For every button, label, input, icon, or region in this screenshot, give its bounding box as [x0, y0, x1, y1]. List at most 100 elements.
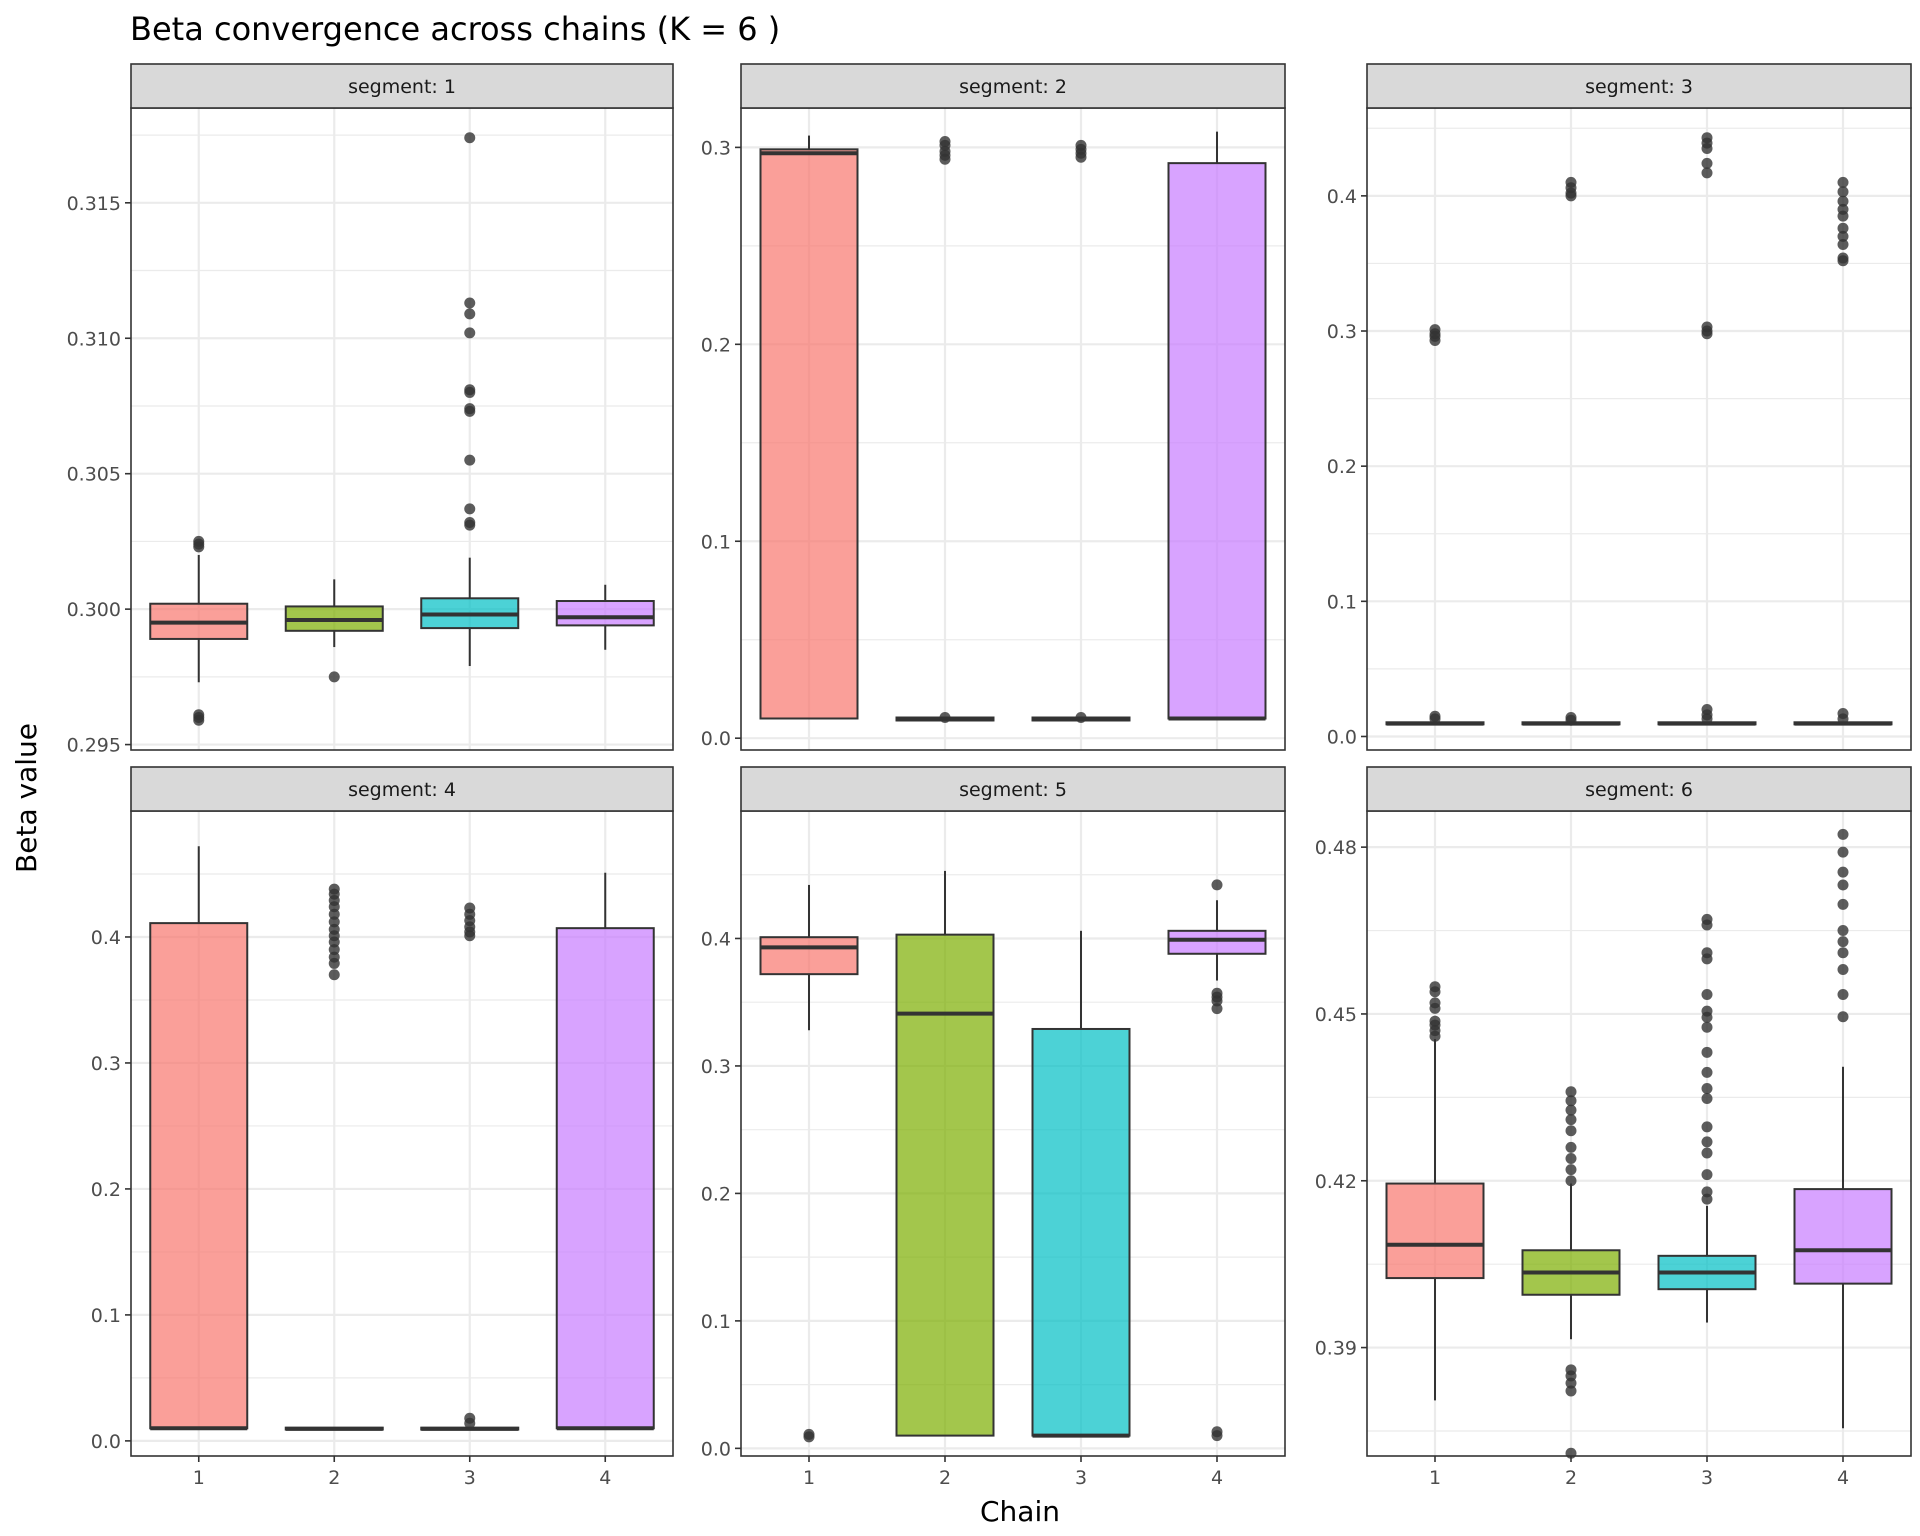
box-chain-2 — [895, 135, 995, 724]
outlier-point — [464, 132, 476, 144]
outlier-point — [1837, 186, 1849, 198]
outlier-point — [1837, 176, 1849, 188]
facet-label: segment: 2 — [959, 76, 1067, 98]
outlier-point — [939, 712, 951, 724]
x-tick-label: 1 — [1429, 1467, 1441, 1489]
outlier-point — [1837, 1011, 1849, 1023]
outlier-point — [1701, 919, 1713, 931]
box-chain-1 — [1385, 324, 1485, 726]
y-tick-label: 0.1 — [701, 531, 731, 553]
outlier-point — [1565, 190, 1577, 202]
box-body — [555, 600, 655, 627]
y-tick-label: 0.300 — [67, 599, 121, 621]
panel-background — [131, 108, 673, 750]
y-tick-label: 0.2 — [701, 1183, 731, 1205]
facet-strip — [740, 766, 1286, 812]
facet-strip — [130, 63, 674, 109]
facet-strip — [130, 766, 674, 812]
outlier-point — [464, 519, 476, 531]
y-tick-label: 0.42 — [1315, 1171, 1357, 1193]
chart-title: Beta convergence across chains (K = 6 ) — [130, 10, 780, 48]
outlier-point — [464, 327, 476, 339]
y-tick-label: 0.3 — [1327, 321, 1357, 343]
outlier-point — [1701, 1121, 1713, 1133]
y-tick-label: 0.2 — [701, 334, 731, 356]
y-tick-label: 0.48 — [1315, 837, 1357, 859]
facet-strip — [1366, 766, 1912, 812]
outlier-point — [464, 405, 476, 417]
box-chain-4 — [1793, 176, 1893, 726]
x-tick-label: 2 — [328, 1467, 340, 1489]
outlier-point — [328, 901, 340, 913]
x-tick-label: 1 — [193, 1467, 205, 1489]
y-tick-label: 0.310 — [67, 328, 121, 350]
outlier-point — [1565, 1086, 1577, 1098]
y-tick-label: 0.0 — [1327, 726, 1357, 748]
outlier-point — [1701, 1082, 1713, 1094]
x-tick-label: 3 — [1701, 1467, 1713, 1489]
outlier-point — [1837, 828, 1849, 840]
facet-label: segment: 6 — [1585, 779, 1693, 801]
outlier-point — [464, 503, 476, 515]
outlier-point — [1429, 334, 1441, 346]
box-chain-3 — [420, 902, 520, 1431]
outlier-point — [1837, 879, 1849, 891]
box-chain-1 — [759, 135, 859, 720]
box-chain-4 — [1167, 879, 1267, 1442]
y-tick-label: 0.305 — [67, 464, 121, 486]
outlier-point — [1837, 866, 1849, 878]
facet-4: segment: 4 0.0 0.1 0.2 0.3 0.4 1 2 3 4 — [91, 766, 674, 1489]
outlier-point — [1701, 328, 1713, 340]
y-tick-label: 0.45 — [1315, 1004, 1357, 1026]
x-tick-label: 4 — [1211, 1467, 1223, 1489]
y-tick-label: 0.0 — [91, 1431, 121, 1453]
y-tick-label: 0.2 — [91, 1179, 121, 1201]
box-body — [1385, 1182, 1485, 1280]
box-body — [759, 148, 859, 720]
outlier-point — [1701, 1193, 1713, 1205]
x-tick-label: 2 — [1565, 1467, 1577, 1489]
facet-1: segment: 1 0.295 0.300 0.305 0.310 0.315 — [67, 63, 674, 757]
box-body — [1031, 1027, 1131, 1437]
box-body — [555, 927, 655, 1430]
outlier-point — [464, 454, 476, 466]
outlier-point — [1837, 230, 1849, 242]
outlier-point — [1075, 712, 1087, 724]
outlier-point — [1837, 846, 1849, 858]
outlier-point — [1565, 1153, 1577, 1165]
x-axis-label: Chain — [980, 1495, 1060, 1528]
box-body — [149, 922, 249, 1430]
outlier-point — [1837, 255, 1849, 267]
outlier-point — [1837, 898, 1849, 910]
outlier-point — [1565, 1141, 1577, 1153]
outlier-point — [939, 153, 951, 165]
x-tick-label: 3 — [1075, 1467, 1087, 1489]
box-chain-4 — [1167, 131, 1267, 721]
outlier-point — [1701, 1136, 1713, 1148]
outlier-point — [328, 908, 340, 920]
box-chain-3 — [420, 132, 520, 667]
x-tick-label: 2 — [939, 1467, 951, 1489]
x-tick-label: 1 — [803, 1467, 815, 1489]
outlier-point — [1211, 1430, 1223, 1442]
outlier-point — [1837, 988, 1849, 1000]
box-body — [1167, 162, 1267, 720]
outlier-point — [1837, 222, 1849, 234]
outlier-point — [1565, 1175, 1577, 1187]
outlier-point — [1211, 995, 1223, 1007]
box-chain-1 — [149, 535, 249, 726]
outlier-point — [1701, 1021, 1713, 1033]
box-body — [895, 933, 995, 1437]
y-tick-label: 0.2 — [1327, 456, 1357, 478]
outlier-point — [328, 916, 340, 928]
outlier-point — [1211, 879, 1223, 891]
box-chain-2 — [895, 870, 995, 1437]
outlier-point — [328, 969, 340, 981]
facet-5: segment: 5 0.0 0.1 0.2 0.3 0.4 1 2 3 4 — [701, 766, 1286, 1489]
panel-background — [1367, 811, 1911, 1456]
box-chain-3 — [1657, 132, 1757, 726]
y-tick-label: 0.295 — [67, 735, 121, 757]
x-tick-label: 3 — [464, 1467, 476, 1489]
y-axis-label: Beta value — [10, 723, 43, 873]
